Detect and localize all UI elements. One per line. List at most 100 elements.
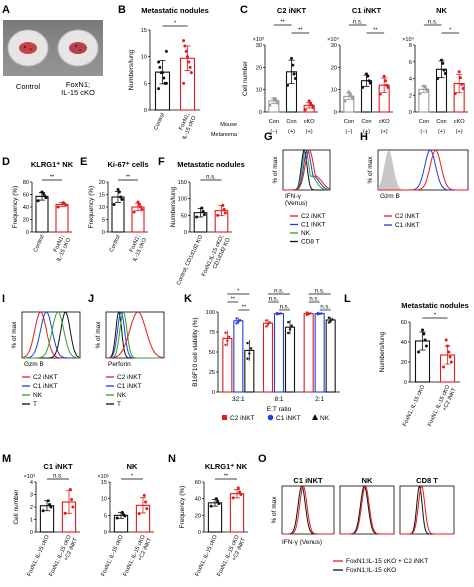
lung-cko — [69, 42, 87, 54]
data-point — [288, 328, 292, 331]
data-point — [36, 199, 40, 203]
data-point — [238, 318, 242, 322]
histogram-curve — [106, 311, 165, 359]
y-tick-label: 25 — [209, 370, 215, 376]
data-point — [115, 516, 119, 520]
histogram-curve — [106, 311, 164, 359]
histogram-title: CD8 T — [416, 476, 438, 485]
data-point — [442, 68, 446, 72]
significance-label: ** — [50, 175, 55, 181]
y-tick-label: 60 — [195, 480, 201, 486]
data-point — [187, 60, 191, 64]
legend-label: T — [117, 401, 121, 408]
data-point — [183, 44, 187, 48]
data-point — [316, 311, 320, 315]
bar — [284, 326, 296, 393]
mouse-label: Con — [436, 119, 446, 125]
y-tick-label: 40 — [195, 497, 201, 503]
significance-label: n.s. — [274, 289, 284, 295]
y-tick-label: 4 — [30, 480, 33, 486]
chart-title: C1 iNKT — [352, 6, 382, 15]
legend-label: C2 iNKT — [117, 374, 142, 381]
x-axis-label-line: IFN-γ — [285, 193, 302, 200]
legend-label: C2 iNKT — [395, 213, 420, 220]
data-point — [226, 339, 229, 342]
y-axis-label: Frequency (%) — [179, 486, 186, 529]
data-point — [184, 49, 188, 53]
bar — [325, 319, 336, 393]
x-tick-label: Control — [153, 112, 166, 131]
bar — [229, 493, 245, 533]
data-point — [327, 316, 331, 319]
histogram-title: C1 iNKT — [293, 476, 323, 485]
y-tick-label: 10 — [331, 88, 337, 94]
x-tick-label: Control; CD1d1d2 KO — [176, 234, 205, 286]
melanoma-label: (+) — [438, 129, 445, 135]
data-point — [309, 312, 312, 315]
data-point — [239, 493, 243, 496]
y-axis-label: Cell number — [13, 489, 20, 525]
legend-label: T — [33, 401, 37, 408]
data-point — [188, 65, 192, 69]
y-tick-label: 0 — [334, 110, 337, 116]
y-tick-label: 0 — [30, 530, 33, 536]
histogram-curve — [22, 311, 80, 359]
legend-label: C1 iNKT — [33, 383, 58, 390]
melanoma-label: (+) — [288, 129, 295, 135]
bar — [303, 313, 314, 393]
data-point — [268, 103, 272, 107]
y-tick-label: 0 — [259, 110, 262, 116]
data-point — [458, 76, 462, 80]
y-tick-label: 20 — [256, 65, 262, 71]
data-point — [378, 92, 382, 96]
chart-title: C1 iNKT — [43, 462, 73, 471]
significance-label: n.s. — [269, 297, 279, 303]
y-axis-label: % of max — [95, 321, 102, 349]
data-point — [272, 97, 276, 101]
legend-marker-square — [222, 415, 227, 420]
y-tick-label: 2 — [409, 93, 412, 99]
histogram-curve — [378, 149, 468, 191]
data-point — [40, 190, 44, 194]
x-tick-label: FoxN1; IL-15 cKO+C2 iNKT — [216, 534, 247, 581]
axis-multiplier: ×10⁴ — [327, 36, 339, 43]
data-point — [216, 213, 220, 217]
significance-label: ** — [126, 175, 131, 181]
mouse-label: Con — [419, 119, 429, 125]
data-point — [367, 79, 371, 83]
isotype-fill — [378, 150, 468, 190]
x-axis-label: Gzm B — [24, 361, 44, 368]
data-point — [162, 76, 166, 80]
data-point — [279, 312, 282, 315]
panel-letter-m: M — [2, 453, 11, 465]
x-axis-label: IFN-γ (Venus) — [282, 539, 322, 546]
data-point — [189, 71, 193, 75]
panel-a: Control FoxN1; IL-15 cKO — [3, 20, 103, 97]
data-point — [422, 84, 426, 88]
data-point — [266, 323, 270, 326]
y-axis-label: % of max — [272, 156, 279, 184]
data-point — [216, 499, 220, 503]
legend-label: C1 iNKT — [276, 415, 301, 422]
data-point — [368, 81, 372, 85]
y-tick-label: 0 — [212, 390, 215, 396]
y-tick-label: 80 — [23, 180, 29, 186]
data-point — [311, 106, 315, 110]
histogram-curve — [400, 484, 454, 535]
data-point — [310, 103, 314, 107]
data-point — [421, 328, 424, 332]
significance-label: ** — [280, 20, 285, 26]
data-point — [236, 486, 240, 490]
panel-letter-h: H — [360, 131, 368, 143]
data-point — [112, 203, 116, 206]
y-tick-label: 0 — [404, 380, 407, 386]
data-point — [276, 311, 279, 315]
data-point — [71, 505, 75, 509]
data-point — [116, 188, 120, 191]
legend-label: C1 iNKT — [301, 222, 326, 229]
mouse-label: cKO — [379, 119, 391, 125]
mouse-label: Con — [286, 119, 296, 125]
data-point — [223, 211, 227, 215]
mouse-label: Con — [361, 119, 371, 125]
data-point — [287, 331, 290, 335]
